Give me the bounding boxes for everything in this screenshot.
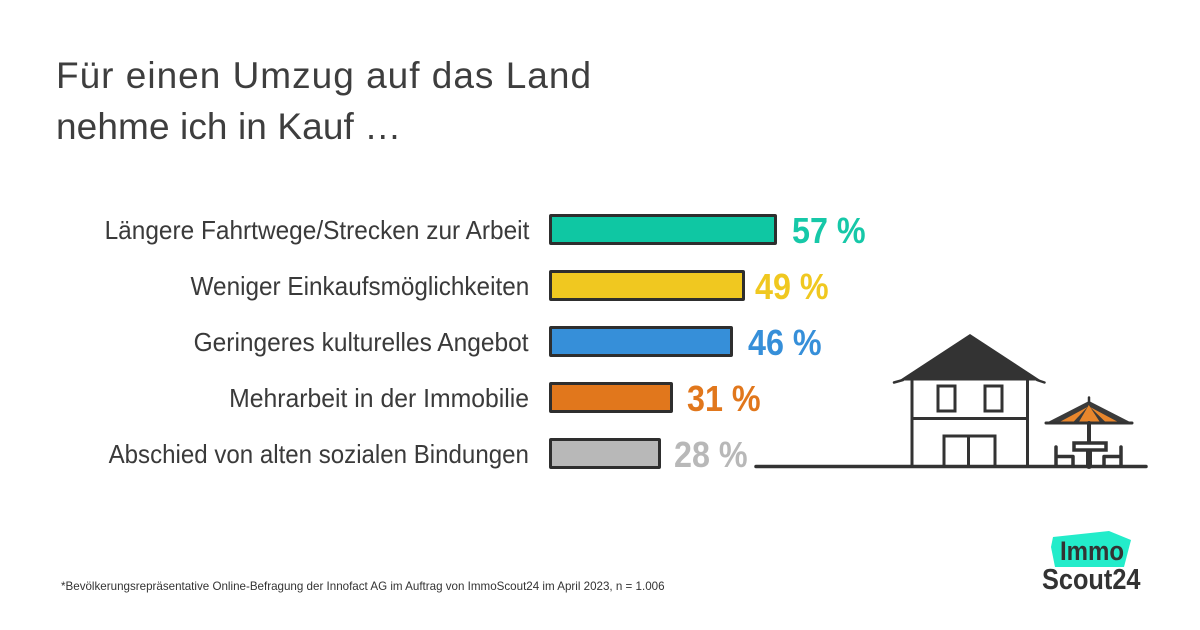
svg-text:Immo: Immo: [1060, 537, 1124, 567]
